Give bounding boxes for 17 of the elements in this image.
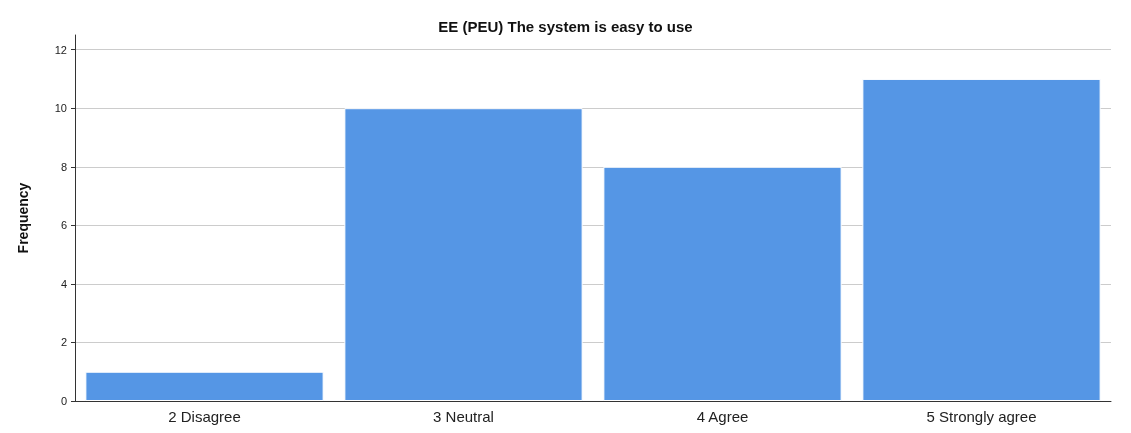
bar bbox=[85, 371, 324, 401]
y-tick-label: 2 bbox=[60, 336, 67, 349]
bar bbox=[344, 108, 583, 401]
y-axis-title: Frequency bbox=[15, 182, 31, 254]
x-tick-label: 2 Disagree bbox=[168, 408, 241, 425]
y-tick-label: 8 bbox=[60, 160, 67, 173]
y-tick-label: 0 bbox=[60, 395, 67, 407]
x-tick-label: 5 Strongly agree bbox=[926, 408, 1037, 425]
y-tick-label: 6 bbox=[60, 219, 67, 232]
x-tick-label: 4 Agree bbox=[696, 408, 749, 425]
bar bbox=[862, 78, 1101, 401]
bar bbox=[603, 166, 842, 401]
chart-title: EE (PEU) The system is easy to use bbox=[438, 18, 693, 35]
y-tick-label: 10 bbox=[54, 102, 67, 115]
y-tick-label: 12 bbox=[54, 43, 67, 56]
x-tick-label: 3 Neutral bbox=[433, 408, 494, 425]
y-tick-label: 4 bbox=[60, 277, 67, 290]
